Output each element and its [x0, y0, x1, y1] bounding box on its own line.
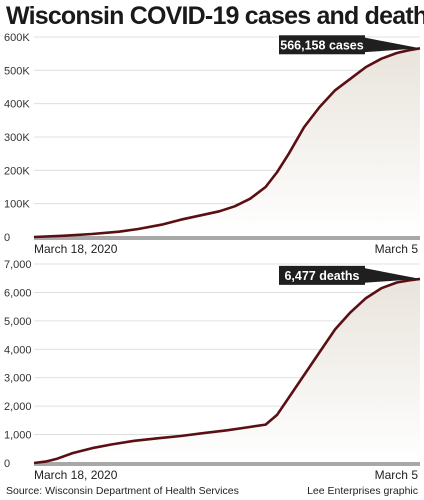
y-tick-label: 400K	[4, 99, 30, 111]
callout-box	[279, 265, 365, 285]
callout-pointer	[363, 267, 420, 283]
y-tick-label: 500K	[4, 65, 30, 77]
baseline	[34, 236, 420, 240]
x-label-end: March 5	[375, 468, 419, 482]
y-tick-label: 5,000	[4, 316, 32, 328]
y-tick-label: 600K	[4, 32, 30, 44]
area-fill	[34, 278, 420, 463]
x-label-start: March 18, 2020	[34, 468, 118, 482]
y-tick-label: 3,000	[4, 373, 32, 385]
chart-title: Wisconsin COVID-19 cases and deaths	[6, 2, 424, 30]
area-fill	[34, 48, 420, 237]
y-tick-label: 4,000	[4, 344, 32, 356]
source-note: Source: Wisconsin Department of Health S…	[6, 485, 239, 497]
y-tick-label: 7,000	[4, 259, 32, 271]
y-tick-label: 0	[4, 232, 10, 244]
x-label-end: March 5	[375, 242, 419, 256]
callout-pointer	[363, 37, 420, 53]
series-line-deaths	[33, 277, 421, 465]
credit-note: Lee Enterprises graphic	[307, 485, 418, 497]
y-tick-label: 6,000	[4, 287, 32, 299]
callout-label: 566,158 cases	[280, 38, 363, 52]
callout-box	[279, 35, 365, 55]
series-line-cases	[33, 47, 421, 239]
y-tick-label: 300K	[4, 132, 30, 144]
y-tick-label: 200K	[4, 165, 30, 177]
callout-label: 6,477 deaths	[284, 269, 359, 283]
x-label-start: March 18, 2020	[34, 242, 118, 256]
y-tick-label: 1,000	[4, 430, 32, 442]
y-tick-label: 100K	[4, 199, 30, 211]
y-tick-label: 2,000	[4, 401, 32, 413]
y-tick-label: 0	[4, 458, 10, 470]
baseline	[34, 462, 420, 466]
